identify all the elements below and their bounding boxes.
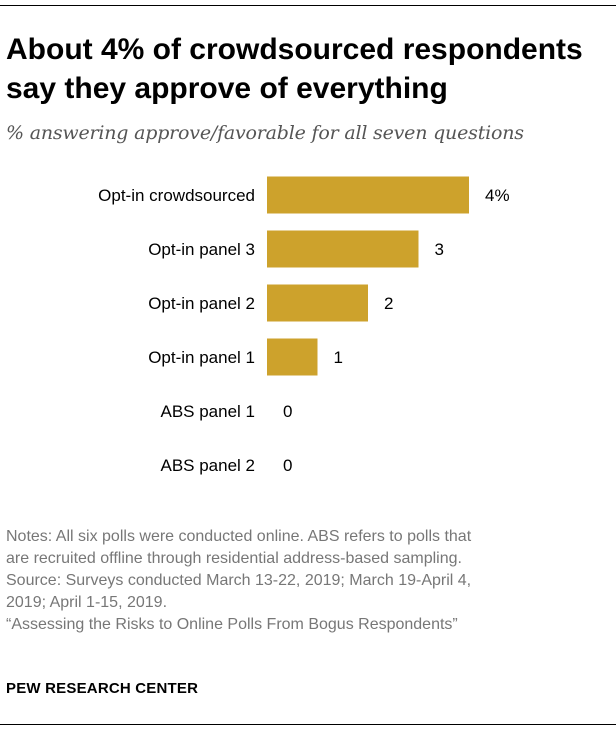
category-label: Opt-in panel 3 <box>148 240 255 259</box>
chart-title: About 4% of crowdsourced respondents say… <box>6 30 606 108</box>
chart-notes: Notes: All six polls were conducted onli… <box>6 526 610 636</box>
source-line-1: Source: Surveys conducted March 13-22, 2… <box>6 572 472 589</box>
bottom-rule <box>0 724 616 725</box>
notes-line-2: are recruited offline through residentia… <box>6 550 462 567</box>
value-label: 0 <box>283 456 292 475</box>
chart-subtitle: % answering approve/favorable for all se… <box>6 122 524 144</box>
value-label: 0 <box>283 402 292 421</box>
report-reference: “Assessing the Risks to Online Polls Fro… <box>6 616 458 633</box>
chart-title-line-2: say they approve of everything <box>6 72 448 105</box>
value-label: 1 <box>334 348 343 367</box>
bar <box>267 176 469 214</box>
top-rule <box>0 5 616 6</box>
category-label: Opt-in panel 2 <box>148 294 255 313</box>
bar <box>267 284 368 322</box>
chart-title-line-1: About 4% of crowdsourced respondents <box>6 33 583 66</box>
bar <box>267 230 419 268</box>
value-label: 4% <box>485 186 510 205</box>
category-label: Opt-in crowdsourced <box>98 186 255 205</box>
pew-research-credit: PEW RESEARCH CENTER <box>6 680 199 697</box>
bar <box>267 338 318 376</box>
bar-chart: Opt-in crowdsourced 4% Opt-in panel 3 3 Opt-… <box>98 176 510 475</box>
category-label: Opt-in panel 1 <box>148 348 255 367</box>
notes-line-1: Notes: All six polls were conducted onli… <box>6 528 472 545</box>
value-label: 3 <box>435 240 444 259</box>
category-label: ABS panel 2 <box>160 456 255 475</box>
value-label: 2 <box>384 294 393 313</box>
source-line-2: 2019; April 1-15, 2019. <box>6 594 168 611</box>
category-label: ABS panel 1 <box>160 402 255 421</box>
